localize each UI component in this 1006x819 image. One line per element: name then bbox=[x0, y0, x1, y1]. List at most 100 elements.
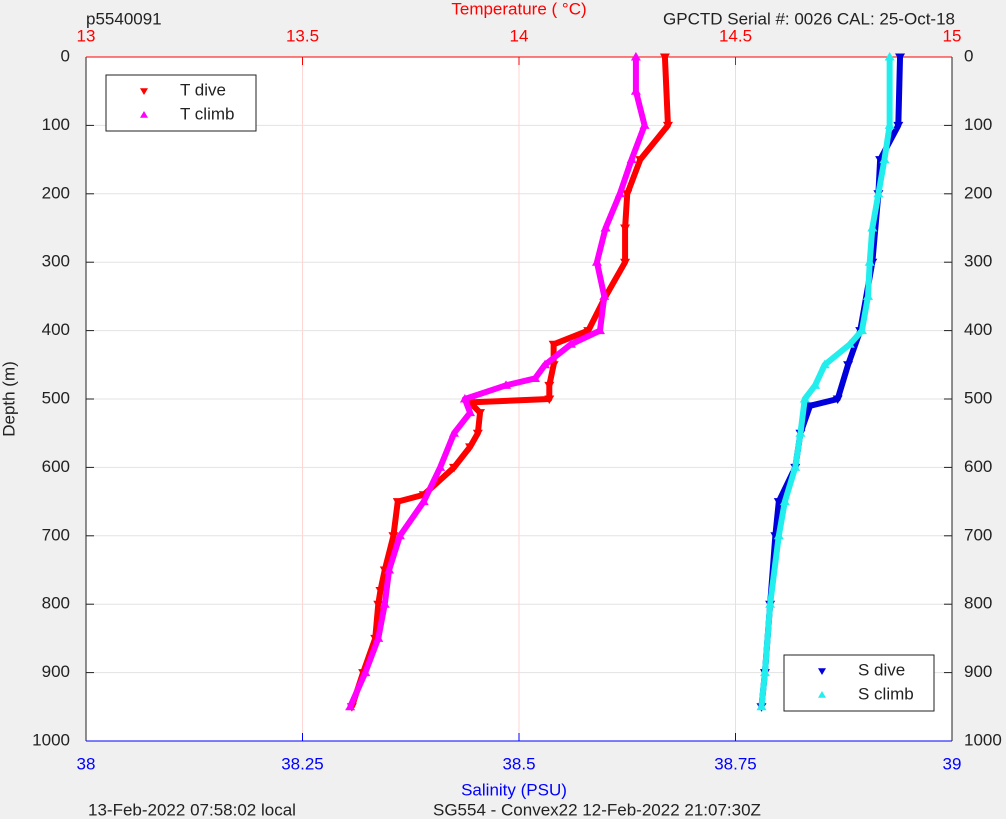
legend-marker bbox=[140, 88, 148, 95]
y2-tick-label: 700 bbox=[964, 525, 992, 544]
profile-marker bbox=[360, 667, 371, 677]
x-tick-label: 38.5 bbox=[502, 754, 535, 773]
profile-marker bbox=[392, 498, 403, 507]
profile-marker bbox=[375, 587, 386, 596]
x-axis-label: Salinity (PSU) bbox=[461, 780, 567, 799]
profile-marker bbox=[565, 339, 576, 348]
legend-marker bbox=[818, 691, 826, 698]
profile-marker bbox=[630, 52, 641, 61]
legend-marker bbox=[140, 111, 148, 118]
x2-tick-label: 13 bbox=[77, 26, 96, 45]
profile-marker bbox=[539, 359, 550, 369]
legend-box bbox=[783, 654, 935, 712]
y2-tick-label: 1000 bbox=[964, 730, 1002, 749]
profile-marker bbox=[591, 257, 602, 266]
profile-marker bbox=[799, 394, 810, 403]
profile-marker bbox=[622, 190, 633, 199]
profile-marker bbox=[614, 188, 625, 198]
y2-tick-label: 900 bbox=[964, 662, 992, 681]
y-tick-label: 700 bbox=[42, 525, 70, 544]
y2-tick-label: 100 bbox=[964, 115, 992, 134]
profile-marker bbox=[864, 257, 875, 266]
profile-marker bbox=[843, 361, 854, 370]
profile-marker bbox=[662, 121, 673, 131]
profile-marker bbox=[600, 223, 611, 232]
x2-axis-label: Temperature ( °C) bbox=[451, 0, 586, 18]
profile-marker bbox=[379, 599, 390, 608]
profile-marker bbox=[530, 373, 541, 382]
profile-marker bbox=[773, 530, 784, 540]
profile-marker bbox=[884, 120, 895, 129]
profile-marker bbox=[394, 530, 405, 540]
y-tick-label: 900 bbox=[42, 662, 70, 681]
y-tick-label: 300 bbox=[42, 252, 70, 271]
profile-marker bbox=[388, 532, 399, 541]
legend-label: S climb bbox=[858, 684, 914, 703]
y-tick-label: 1000 bbox=[32, 730, 70, 749]
y-tick-label: 600 bbox=[42, 457, 70, 476]
profile-marker bbox=[475, 409, 486, 418]
y-tick-label: 400 bbox=[42, 320, 70, 339]
legend-label: T dive bbox=[180, 80, 226, 99]
y-tick-label: 0 bbox=[61, 46, 70, 65]
profile-marker bbox=[501, 380, 512, 389]
profile-marker bbox=[544, 381, 555, 391]
profile-marker bbox=[765, 599, 776, 608]
profile-marker bbox=[867, 223, 878, 232]
x2-tick-label: 13.5 bbox=[286, 26, 319, 45]
y-tick-label: 500 bbox=[42, 388, 70, 407]
profile-marker bbox=[418, 496, 429, 506]
profile-marker bbox=[659, 53, 670, 62]
y-tick-label: 800 bbox=[42, 594, 70, 613]
profile-marker bbox=[472, 429, 483, 439]
footer-right: SG554 - Convex22 12-Feb-2022 21:07:30Z bbox=[433, 800, 761, 819]
profile-marker bbox=[873, 188, 884, 198]
profile-marker bbox=[862, 291, 873, 300]
profile-marker bbox=[810, 380, 821, 389]
title-right: GPCTD Serial #: 0026 CAL: 25-Oct-18 bbox=[663, 9, 955, 28]
y2-tick-label: 0 bbox=[964, 46, 973, 65]
profile-marker bbox=[449, 428, 460, 437]
profile-marker bbox=[630, 86, 641, 95]
y-axis-label: Depth (m) bbox=[0, 361, 18, 437]
y2-tick-label: 200 bbox=[964, 183, 992, 202]
profile-marker bbox=[548, 340, 559, 350]
x-tick-label: 38.25 bbox=[281, 754, 324, 773]
y-tick-label: 200 bbox=[42, 183, 70, 202]
profile-marker bbox=[844, 339, 855, 348]
profile-marker bbox=[345, 701, 356, 711]
profile-marker bbox=[373, 600, 384, 610]
profile-marker bbox=[384, 565, 395, 574]
profile-marker bbox=[449, 463, 460, 473]
legend-box bbox=[105, 74, 257, 132]
profile-line bbox=[347, 57, 648, 709]
profile-marker bbox=[804, 402, 815, 411]
profile-marker bbox=[639, 120, 650, 129]
legend-label: S dive bbox=[858, 660, 905, 679]
profile-marker bbox=[626, 154, 637, 164]
y2-tick-label: 500 bbox=[964, 388, 992, 407]
profile-marker bbox=[459, 394, 470, 403]
profile-marker bbox=[583, 327, 594, 336]
profile-marker bbox=[544, 395, 555, 404]
profile-marker bbox=[465, 407, 476, 417]
profile-marker bbox=[773, 498, 784, 507]
profile-marker bbox=[756, 701, 767, 711]
profile-marker bbox=[759, 667, 770, 677]
x2-tick-label: 14 bbox=[510, 26, 529, 45]
profile-marker bbox=[620, 258, 631, 268]
x-tick-label: 39 bbox=[943, 754, 962, 773]
y2-tick-label: 300 bbox=[964, 252, 992, 271]
profile-marker bbox=[819, 359, 830, 369]
legend-marker bbox=[818, 668, 826, 675]
y2-tick-label: 400 bbox=[964, 320, 992, 339]
legend-label: T climb bbox=[180, 104, 234, 123]
profile-marker bbox=[790, 462, 801, 471]
y2-tick-label: 600 bbox=[964, 457, 992, 476]
profile-marker bbox=[893, 121, 904, 131]
profile-marker bbox=[465, 443, 476, 452]
x-tick-label: 38 bbox=[77, 754, 96, 773]
profile-marker bbox=[635, 156, 646, 165]
profile-marker bbox=[779, 496, 790, 506]
profile-marker bbox=[373, 633, 384, 642]
